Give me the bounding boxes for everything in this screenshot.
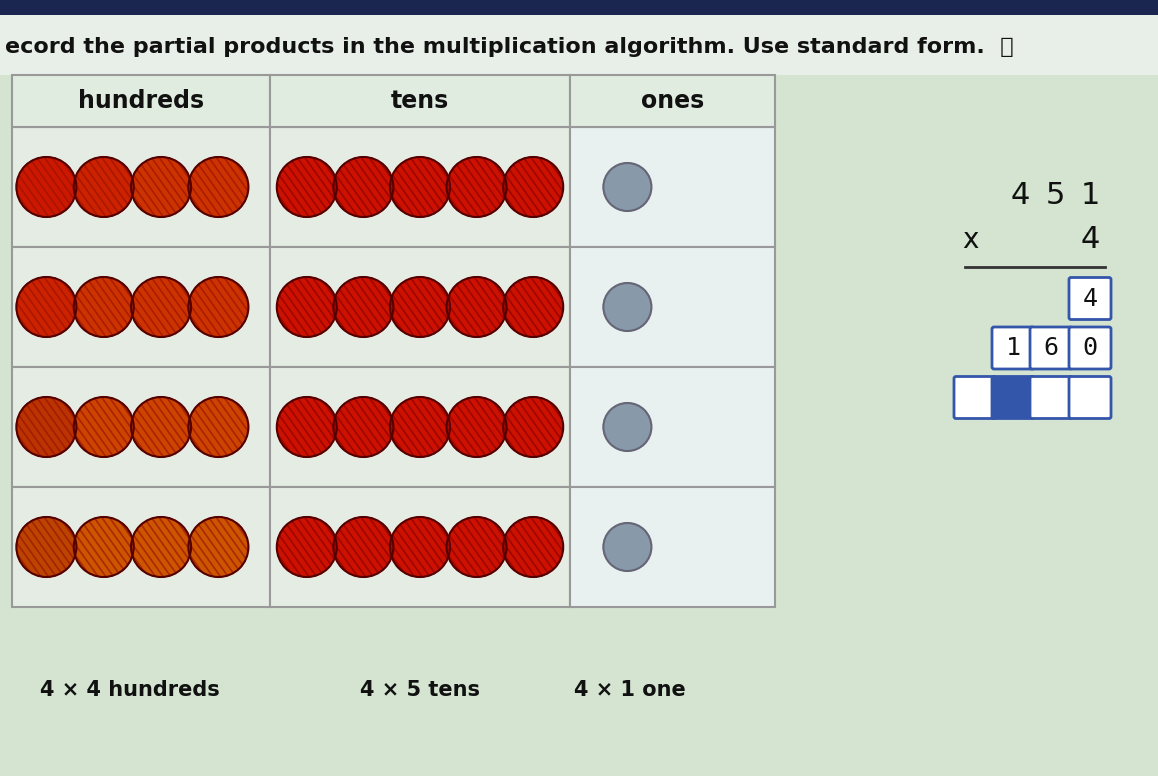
FancyBboxPatch shape: [1029, 376, 1072, 418]
Circle shape: [74, 157, 133, 217]
Circle shape: [603, 403, 652, 451]
Bar: [570, 367, 775, 487]
FancyBboxPatch shape: [1069, 376, 1111, 418]
Text: 0: 0: [1083, 336, 1098, 360]
Circle shape: [504, 517, 563, 577]
FancyBboxPatch shape: [1029, 327, 1072, 369]
Circle shape: [131, 277, 191, 337]
Bar: [570, 487, 775, 607]
Circle shape: [603, 163, 652, 211]
Bar: [570, 127, 775, 247]
Circle shape: [74, 397, 133, 457]
FancyBboxPatch shape: [992, 327, 1034, 369]
FancyBboxPatch shape: [1069, 278, 1111, 320]
Bar: [12, 487, 270, 607]
Circle shape: [74, 277, 133, 337]
Bar: [270, 127, 570, 247]
Circle shape: [504, 157, 563, 217]
Bar: [270, 367, 570, 487]
Text: 4 × 5 tens: 4 × 5 tens: [360, 680, 481, 700]
Text: 5: 5: [1046, 181, 1064, 210]
Text: hundreds: hundreds: [78, 89, 204, 113]
Circle shape: [189, 157, 249, 217]
Bar: [270, 75, 570, 127]
Text: 1: 1: [1080, 181, 1100, 210]
Circle shape: [390, 517, 450, 577]
Bar: [270, 247, 570, 367]
Bar: [12, 75, 270, 127]
Circle shape: [390, 157, 450, 217]
Circle shape: [334, 517, 394, 577]
Bar: [570, 75, 775, 127]
Circle shape: [131, 157, 191, 217]
Circle shape: [74, 517, 133, 577]
Circle shape: [603, 283, 652, 331]
Text: ecord the partial products in the multiplication algorithm. Use standard form.  : ecord the partial products in the multip…: [5, 37, 1013, 57]
Bar: [12, 367, 270, 487]
Circle shape: [390, 277, 450, 337]
Text: 4 × 4 hundreds: 4 × 4 hundreds: [41, 680, 220, 700]
Circle shape: [334, 157, 394, 217]
Circle shape: [189, 277, 249, 337]
Circle shape: [16, 157, 76, 217]
Circle shape: [504, 397, 563, 457]
Bar: [0, 0, 1158, 15]
Text: 4 × 1 one: 4 × 1 one: [574, 680, 686, 700]
Circle shape: [131, 517, 191, 577]
Circle shape: [277, 397, 337, 457]
Bar: [570, 247, 775, 367]
Text: 4: 4: [1080, 226, 1100, 255]
Circle shape: [447, 277, 506, 337]
Circle shape: [447, 397, 506, 457]
Circle shape: [16, 517, 76, 577]
Bar: [12, 247, 270, 367]
FancyBboxPatch shape: [992, 376, 1034, 418]
Bar: [12, 127, 270, 247]
Bar: [0, 15, 1158, 75]
FancyBboxPatch shape: [1069, 327, 1111, 369]
Circle shape: [390, 397, 450, 457]
Circle shape: [504, 277, 563, 337]
Text: 6: 6: [1043, 336, 1058, 360]
Circle shape: [277, 277, 337, 337]
Circle shape: [16, 397, 76, 457]
Text: tens: tens: [391, 89, 449, 113]
Text: 1: 1: [1005, 336, 1020, 360]
Circle shape: [334, 397, 394, 457]
Text: x: x: [962, 226, 979, 254]
Circle shape: [277, 157, 337, 217]
Circle shape: [189, 517, 249, 577]
Bar: [270, 487, 570, 607]
Circle shape: [189, 397, 249, 457]
Text: ones: ones: [640, 89, 704, 113]
Text: 4: 4: [1010, 181, 1029, 210]
Circle shape: [277, 517, 337, 577]
Circle shape: [603, 523, 652, 571]
Circle shape: [16, 277, 76, 337]
FancyBboxPatch shape: [954, 376, 996, 418]
Circle shape: [131, 397, 191, 457]
Text: 4: 4: [1083, 286, 1098, 310]
Circle shape: [447, 157, 506, 217]
Circle shape: [334, 277, 394, 337]
Circle shape: [447, 517, 506, 577]
